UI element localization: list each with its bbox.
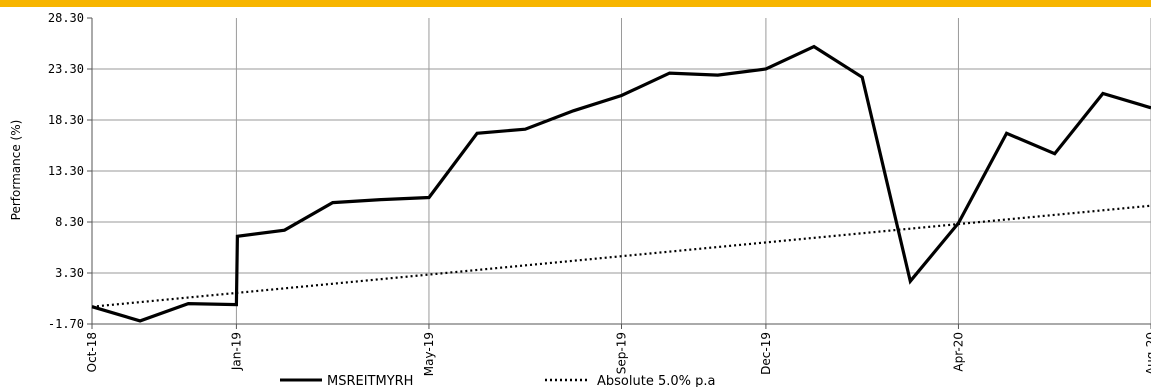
accent-bar	[0, 0, 1151, 7]
series-lines	[91, 44, 1151, 323]
y-tick-label: 23.30	[48, 62, 84, 76]
series-line-absolute	[91, 204, 1151, 308]
x-tick-label: Apr-20	[951, 332, 965, 372]
x-tick-label: Dec-19	[759, 332, 773, 375]
y-tick-label: -1.70	[48, 317, 84, 331]
legend: MSREITMYRH Absolute 5.0% p.a	[280, 374, 715, 387]
grid-lines	[91, 18, 1151, 324]
legend-label-msreitmyrh: MSREITMYRH	[327, 374, 413, 387]
y-axis-title: Performance (%)	[9, 120, 23, 221]
y-tick-label: 8.30	[55, 215, 84, 229]
y-tick-label: 13.30	[48, 164, 84, 178]
y-tick-labels: 28.30 23.30 18.30 13.30 8.30 3.30 -1.70	[48, 11, 84, 331]
x-tick-label: Aug-20	[1144, 332, 1151, 375]
x-tick-label: May-19	[422, 332, 436, 376]
y-tick-label: 28.30	[48, 11, 84, 25]
x-tick-label: Sep-19	[615, 332, 629, 374]
y-tick-label: 3.30	[55, 266, 84, 280]
y-tick-label: 18.30	[48, 113, 84, 127]
x-tick-labels: Oct-18 Jan-19 May-19 Sep-19 Dec-19 Apr-20 Aug-…	[85, 332, 1151, 376]
legend-label-absolute: Absolute 5.0% p.a	[597, 374, 715, 387]
axes	[87, 17, 1151, 329]
x-tick-label: Jan-19	[229, 332, 243, 371]
x-tick-label: Oct-18	[85, 332, 99, 372]
series-line-msreitmyrh	[91, 44, 1151, 323]
